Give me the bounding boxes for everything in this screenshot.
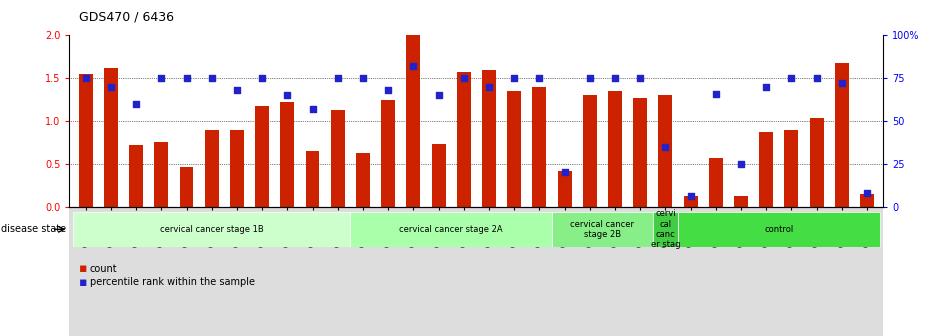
Point bbox=[79, 76, 93, 81]
Point bbox=[280, 92, 295, 98]
Bar bbox=[759, 132, 773, 207]
Bar bbox=[457, 72, 471, 207]
Point bbox=[154, 76, 168, 81]
Bar bbox=[684, 196, 697, 207]
Point bbox=[532, 76, 547, 81]
Text: control: control bbox=[764, 225, 794, 234]
Bar bbox=[351, 212, 552, 247]
Bar bbox=[356, 153, 370, 207]
Bar bbox=[533, 87, 547, 207]
Bar bbox=[331, 110, 345, 207]
Point bbox=[758, 84, 773, 89]
Bar bbox=[79, 74, 92, 207]
Bar bbox=[552, 212, 653, 247]
Bar bbox=[154, 142, 168, 207]
Bar bbox=[784, 129, 798, 207]
Text: cervical cancer
stage 2B: cervical cancer stage 2B bbox=[571, 220, 635, 239]
Bar bbox=[204, 129, 218, 207]
Text: disease state: disease state bbox=[1, 224, 66, 234]
Bar bbox=[305, 151, 319, 207]
Point bbox=[734, 161, 748, 166]
Bar bbox=[734, 196, 748, 207]
Point bbox=[381, 87, 396, 93]
Bar bbox=[482, 71, 496, 207]
Bar bbox=[230, 129, 244, 207]
Point bbox=[406, 64, 421, 69]
Text: cervical cancer stage 2A: cervical cancer stage 2A bbox=[400, 225, 503, 234]
Bar bbox=[809, 118, 823, 207]
Point bbox=[557, 170, 572, 175]
Point bbox=[104, 84, 118, 89]
Point bbox=[330, 76, 345, 81]
Bar bbox=[678, 212, 880, 247]
Bar bbox=[432, 144, 446, 207]
Text: percentile rank within the sample: percentile rank within the sample bbox=[90, 277, 254, 287]
Point bbox=[482, 84, 497, 89]
Point bbox=[583, 76, 598, 81]
Point bbox=[179, 76, 194, 81]
Point bbox=[204, 76, 219, 81]
Point bbox=[658, 144, 672, 149]
Bar bbox=[659, 95, 672, 207]
Bar bbox=[558, 171, 572, 207]
Bar bbox=[381, 100, 395, 207]
Bar bbox=[69, 207, 883, 336]
Text: cervi
cal
canc
er stag: cervi cal canc er stag bbox=[650, 209, 680, 249]
Text: ▪: ▪ bbox=[79, 276, 87, 289]
Point bbox=[859, 190, 874, 196]
Point bbox=[355, 76, 370, 81]
Point bbox=[633, 76, 648, 81]
Bar bbox=[709, 158, 722, 207]
Point bbox=[129, 101, 143, 107]
Bar bbox=[653, 212, 678, 247]
Bar bbox=[73, 212, 351, 247]
Point bbox=[784, 76, 799, 81]
Text: count: count bbox=[90, 264, 117, 274]
Point bbox=[305, 106, 320, 112]
Bar bbox=[406, 35, 420, 207]
Bar bbox=[835, 63, 849, 207]
Bar bbox=[255, 107, 269, 207]
Point bbox=[608, 76, 623, 81]
Bar bbox=[280, 102, 294, 207]
Text: GDS470 / 6436: GDS470 / 6436 bbox=[79, 10, 174, 23]
Bar bbox=[179, 167, 193, 207]
Point bbox=[507, 76, 522, 81]
Point bbox=[456, 76, 471, 81]
Point bbox=[709, 91, 723, 96]
Bar bbox=[130, 145, 143, 207]
Text: ▪: ▪ bbox=[79, 262, 87, 275]
Bar bbox=[608, 91, 622, 207]
Bar bbox=[507, 91, 521, 207]
Point bbox=[229, 87, 244, 93]
Point bbox=[254, 76, 269, 81]
Bar bbox=[860, 194, 874, 207]
Text: cervical cancer stage 1B: cervical cancer stage 1B bbox=[160, 225, 264, 234]
Point bbox=[431, 92, 446, 98]
Point bbox=[809, 76, 824, 81]
Bar bbox=[634, 98, 647, 207]
Point bbox=[684, 194, 698, 199]
Bar bbox=[583, 95, 597, 207]
Point bbox=[834, 81, 849, 86]
Bar bbox=[104, 68, 117, 207]
